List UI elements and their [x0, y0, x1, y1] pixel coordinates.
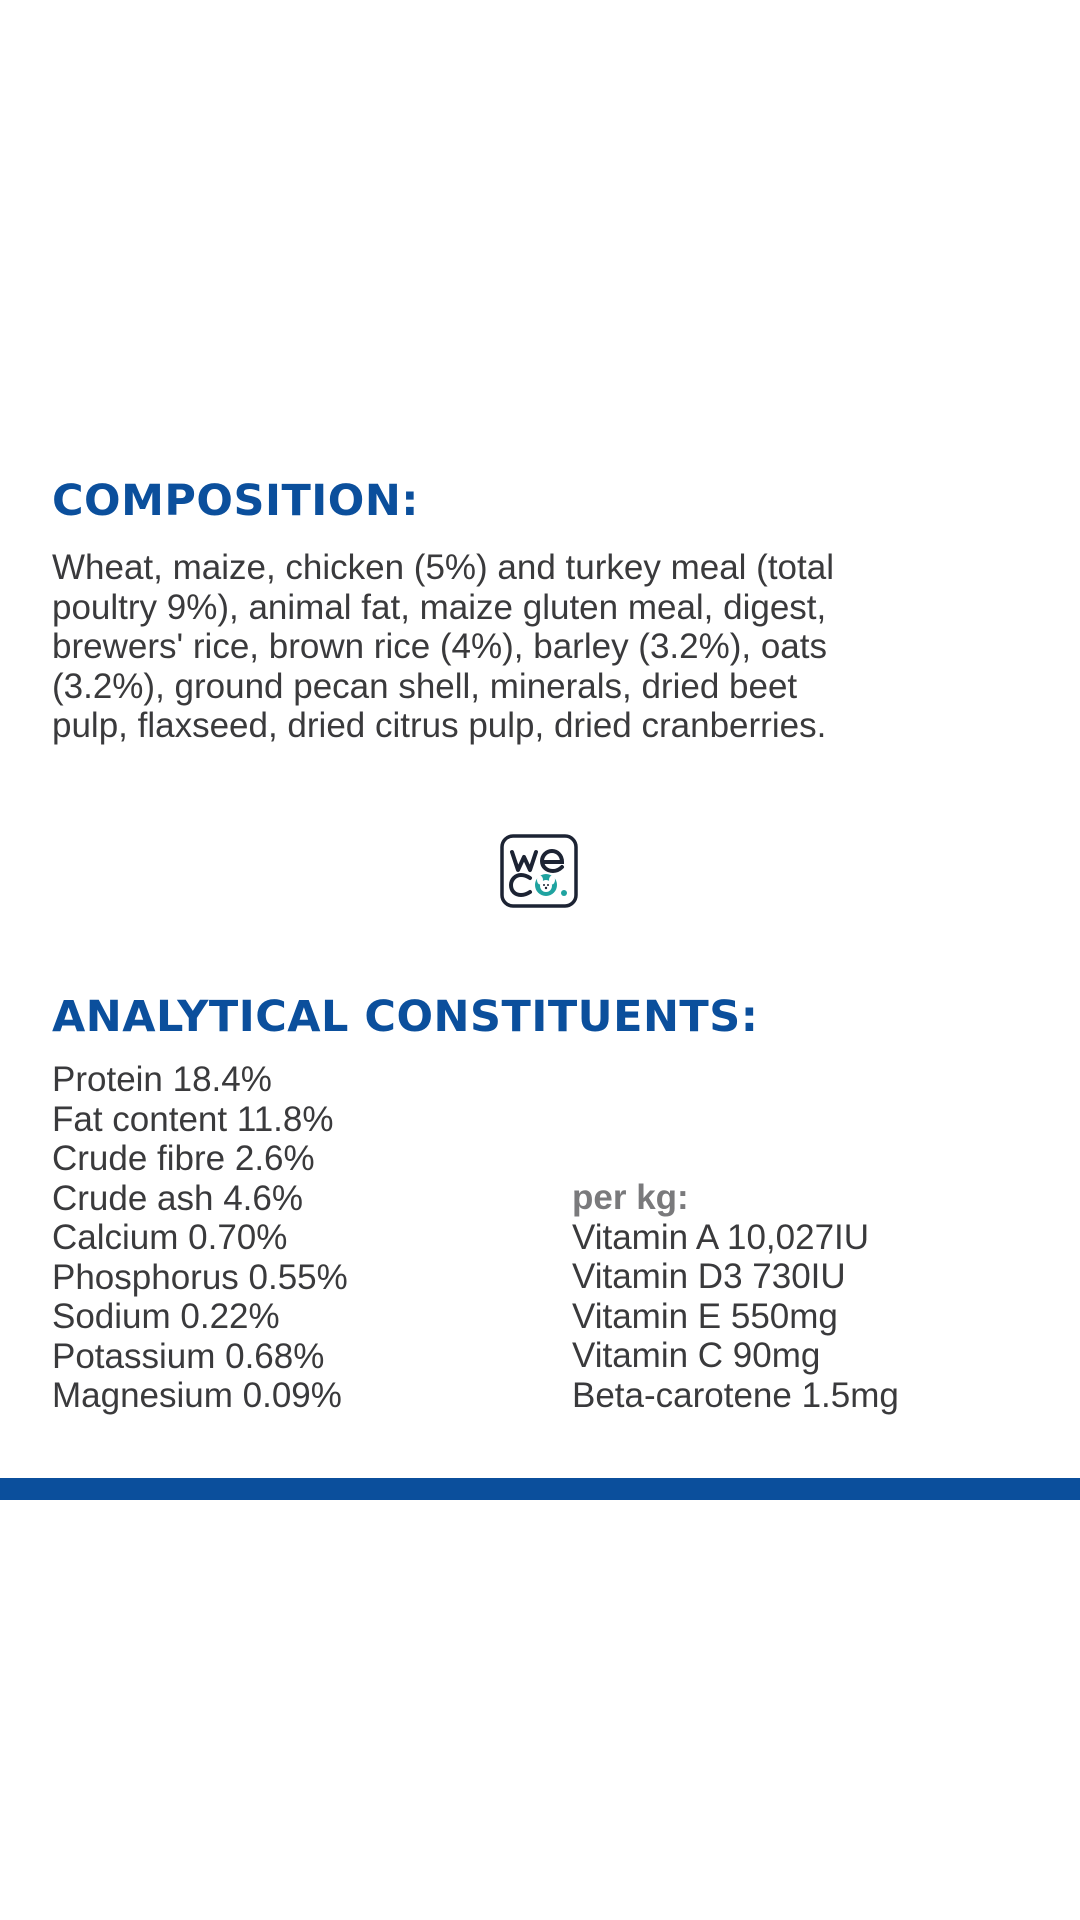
analytical-constituents-heading: ANALYTICAL CONSTITUENTS:	[52, 992, 759, 1042]
constituent-item: Sodium 0.22%	[52, 1297, 280, 1336]
composition-heading: COMPOSITION:	[52, 476, 420, 526]
vitamin-item: Vitamin A 10,027IU	[572, 1217, 870, 1257]
composition-line: brewers' rice, brown rice (4%), barley (…	[52, 627, 827, 666]
weco-dog-logo-icon	[500, 834, 578, 908]
vitamins-list: per kg: Vitamin A 10,027IU Vitamin D3 73…	[572, 1178, 899, 1415]
constituents-list: Protein 18.4% Fat content 11.8% Crude fi…	[52, 1060, 348, 1416]
constituent-item: Magnesium 0.09%	[52, 1376, 342, 1415]
constituent-item: Crude ash 4.6%	[52, 1178, 303, 1218]
constituent-item: Potassium 0.68%	[52, 1336, 325, 1376]
bottom-divider-bar	[0, 1478, 1080, 1500]
constituent-item: Phosphorus 0.55%	[52, 1257, 348, 1297]
vitamin-item: Vitamin C 90mg	[572, 1336, 821, 1375]
vitamin-item: Vitamin D3 730IU	[572, 1257, 846, 1296]
composition-line: pulp, flaxseed, dried citrus pulp, dried…	[52, 706, 827, 745]
vitamin-item: Vitamin E 550mg	[572, 1296, 838, 1336]
vitamin-item: Beta-carotene 1.5mg	[572, 1375, 899, 1415]
composition-line: Wheat, maize, chicken (5%) and turkey me…	[52, 548, 834, 587]
constituent-item: Fat content 11.8%	[52, 1099, 334, 1139]
constituent-item: Crude fibre 2.6%	[52, 1139, 315, 1178]
constituent-item: Protein 18.4%	[52, 1060, 272, 1099]
constituent-item: Calcium 0.70%	[52, 1218, 288, 1257]
composition-text: Wheat, maize, chicken (5%) and turkey me…	[52, 548, 834, 746]
composition-line: poultry 9%), animal fat, maize gluten me…	[52, 587, 827, 627]
composition-line: (3.2%), ground pecan shell, minerals, dr…	[52, 666, 798, 706]
per-kg-label: per kg:	[572, 1178, 689, 1217]
